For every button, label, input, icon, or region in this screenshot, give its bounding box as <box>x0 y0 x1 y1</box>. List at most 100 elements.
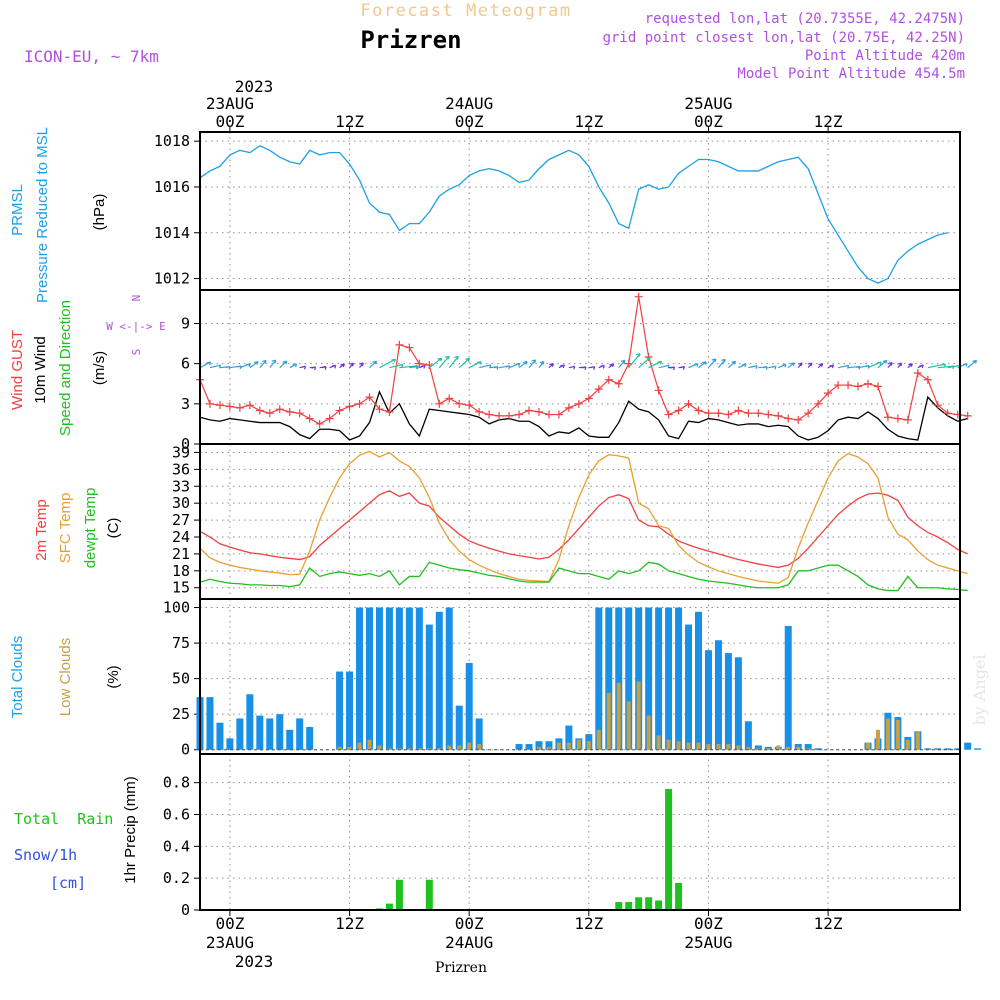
total-cloud-bar <box>465 662 473 750</box>
total-cloud-bar <box>635 607 643 750</box>
wind-arrow <box>428 357 443 369</box>
gust-point <box>784 414 793 423</box>
gust-point <box>584 394 593 403</box>
wind-arrow <box>359 362 364 369</box>
ytick-label: 3 <box>181 395 190 413</box>
gust-point <box>345 402 354 411</box>
gust-point <box>325 414 334 423</box>
gust-point <box>674 406 683 415</box>
gust-point <box>714 409 723 418</box>
total-cloud-bar <box>934 748 942 750</box>
ytick-label: 9 <box>181 314 190 332</box>
rain-bar <box>635 897 643 910</box>
gust-point <box>883 413 892 422</box>
legend-unit: [cm] <box>50 874 86 892</box>
gust-point <box>724 410 733 419</box>
ytick-label: 1016 <box>154 178 190 196</box>
wind-arrow <box>877 359 888 369</box>
gust-point <box>893 414 902 423</box>
model-altitude: Model Point Altitude 454.5m <box>737 66 965 82</box>
ytick-label: 0.4 <box>163 837 190 855</box>
wind-arrow <box>259 359 267 369</box>
point-altitude: Point Altitude 420m <box>805 48 965 64</box>
wind-arrow <box>837 364 850 369</box>
total-cloud-bar <box>365 607 373 750</box>
bottom-date-label: 25AUG <box>684 933 732 952</box>
total-cloud-bar <box>944 748 952 750</box>
gust-point <box>814 399 823 408</box>
wind10m-line <box>199 389 968 441</box>
wind-arrow <box>489 366 499 370</box>
gust-point <box>415 359 424 368</box>
wind-arrow <box>768 365 777 370</box>
clouds-label-unit: (%) <box>105 665 122 688</box>
gust-point <box>863 379 872 388</box>
wind-arrow <box>479 364 492 369</box>
total-cloud-bar <box>645 607 653 750</box>
wind-arrow <box>518 360 528 369</box>
gust-point <box>854 382 863 391</box>
ytick-label: 1014 <box>154 224 190 242</box>
low-cloud-bar <box>806 748 811 750</box>
total-cloud-bar <box>435 611 443 750</box>
wind-arrow <box>289 363 298 369</box>
panel-pressure: 1012 1014 1016 1018 <box>154 131 961 291</box>
ytick-label: 30 <box>172 494 190 512</box>
gust-point <box>604 375 613 384</box>
total-cloud-bar <box>724 653 732 750</box>
ytick-label: 0 <box>181 435 190 453</box>
low-cloud-bar <box>477 744 482 750</box>
low-cloud-bar <box>337 746 342 750</box>
temp-label-sfc: SFC Temp <box>57 493 74 564</box>
low-cloud-bar <box>636 681 641 750</box>
ytick-label: 27 <box>172 511 190 529</box>
wind-arrow <box>887 362 893 369</box>
low-cloud-bar <box>666 739 671 750</box>
total-cloud-bar <box>655 607 663 750</box>
gust-point <box>395 340 404 349</box>
gust-point <box>235 403 244 412</box>
low-cloud-bar <box>347 746 352 750</box>
low-cloud-bar <box>377 745 382 750</box>
ytick-label: 1012 <box>154 270 190 288</box>
top-hour-label: 12Z <box>814 112 843 131</box>
low-cloud-bar <box>556 742 561 750</box>
panel-frame-clouds <box>199 598 961 755</box>
gust-point <box>315 419 324 428</box>
total-cloud-bar <box>385 607 393 750</box>
gust-point <box>963 411 972 420</box>
temp-label-2m: 2m Temp <box>33 499 50 560</box>
wind-arrow <box>349 362 355 369</box>
total-cloud-bar <box>525 744 533 750</box>
ytick-label: 0.6 <box>163 805 190 823</box>
ytick-label: 24 <box>172 528 190 546</box>
gust-point <box>804 409 813 418</box>
total-cloud-bar <box>226 738 234 750</box>
total-cloud-bar <box>336 671 344 750</box>
top-hour-label: 12Z <box>335 112 364 131</box>
total-cloud-bar <box>565 725 573 750</box>
wind-arrow <box>528 359 537 369</box>
wind-arrow <box>797 362 803 369</box>
wind-arrow <box>209 364 222 369</box>
watermark: by Angel <box>970 654 989 725</box>
low-cloud-bar <box>895 719 900 750</box>
wind-arrow <box>419 364 426 369</box>
wind-arrow <box>508 362 521 369</box>
total-cloud-bar <box>236 718 244 750</box>
low-cloud-bar <box>746 746 751 750</box>
pressure-line <box>199 144 948 284</box>
gust-point <box>285 407 294 416</box>
gust-point <box>704 409 713 418</box>
rain-bar <box>625 902 633 910</box>
wind-arrow <box>738 363 747 369</box>
wind-label-unit: (m/s) <box>91 351 108 385</box>
wind-arrow <box>239 363 251 369</box>
low-cloud-bar <box>407 748 412 750</box>
ytick-label: 0.8 <box>163 774 190 792</box>
gust-point <box>495 411 504 420</box>
top-hour-label: 00Z <box>694 112 723 131</box>
gust-point <box>505 411 514 420</box>
clouds-label-total: Total Clouds <box>9 636 26 719</box>
gust-point <box>335 406 344 415</box>
